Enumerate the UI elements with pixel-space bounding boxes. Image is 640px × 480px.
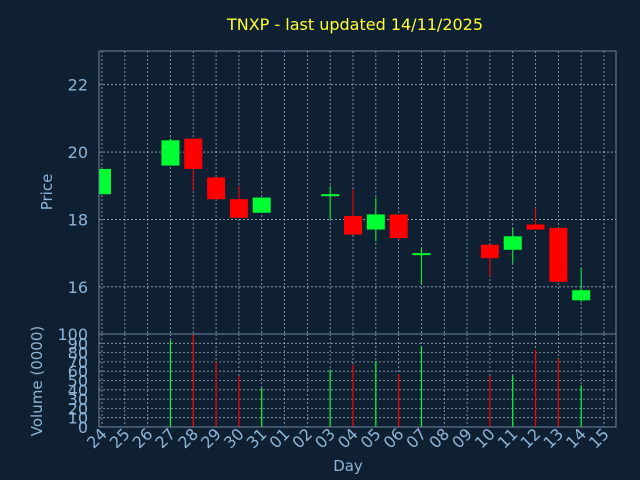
volume-tick-label: 20 — [68, 399, 88, 418]
day-axis-ticks: 2425262728293031010203040506070809101112… — [83, 424, 613, 452]
candle-03 — [321, 185, 340, 220]
volume-grid — [99, 333, 616, 428]
candle-05 — [366, 197, 385, 242]
volume-tick-label: 50 — [68, 372, 88, 391]
candle-06 — [389, 214, 408, 240]
candle-body — [503, 236, 522, 250]
candle-body — [99, 168, 111, 195]
candle-14 — [572, 268, 591, 302]
volume-panel-frame — [98, 333, 617, 428]
price-axis-label: Price — [38, 174, 56, 211]
candle-27 — [161, 138, 180, 166]
price-tick-label: 22 — [68, 76, 88, 95]
candle-body — [229, 199, 248, 218]
volume-tick-label: 90 — [68, 334, 88, 353]
price-tick-label: 20 — [68, 143, 88, 162]
volume-tick-label: 10 — [68, 409, 88, 428]
candle-30 — [229, 185, 248, 218]
candlesticks — [99, 138, 591, 302]
price-axis-ticks: 16 18 20 22 — [68, 76, 88, 297]
candle-body — [412, 253, 431, 256]
day-tick-label: 15 — [585, 424, 613, 452]
candle-28 — [184, 138, 203, 191]
volume-tick-label: 100 — [57, 325, 88, 344]
candle-body — [526, 224, 545, 230]
volume-axis-label: Volume (0000) — [28, 326, 46, 436]
volume-tick-label: 40 — [68, 381, 88, 400]
candle-body — [549, 227, 568, 282]
candle-24 — [99, 168, 111, 195]
price-tick-label: 18 — [68, 210, 88, 229]
volume-tick-label: 30 — [68, 390, 88, 409]
candle-body — [161, 140, 180, 166]
candle-body — [252, 197, 271, 213]
candle-10 — [480, 244, 499, 277]
candle-body — [572, 290, 591, 301]
candle-13 — [549, 227, 568, 282]
candle-body — [321, 194, 340, 197]
candle-04 — [344, 189, 362, 235]
candle-29 — [207, 177, 226, 200]
volume-tick-label: 80 — [68, 344, 88, 363]
candle-body — [184, 138, 203, 169]
candle-11 — [503, 227, 522, 264]
candle-31 — [252, 197, 271, 213]
candle-body — [207, 177, 226, 200]
volume-tick-label: 0 — [78, 418, 88, 437]
chart-title: TNXP - last updated 14/11/2025 — [226, 15, 483, 34]
volume-bars — [169, 334, 582, 427]
candle-body — [344, 216, 362, 235]
candle-12 — [526, 207, 545, 230]
price-panel-frame — [98, 50, 617, 335]
volume-tick-label: 60 — [68, 362, 88, 381]
price-tick-label: 16 — [68, 278, 88, 297]
candle-body — [389, 214, 408, 238]
volume-tick-label: 70 — [68, 353, 88, 372]
day-axis-label: Day — [333, 457, 363, 475]
candle-body — [480, 244, 499, 259]
candle-07 — [412, 248, 431, 284]
price-grid — [99, 51, 616, 334]
candle-body — [366, 214, 385, 230]
